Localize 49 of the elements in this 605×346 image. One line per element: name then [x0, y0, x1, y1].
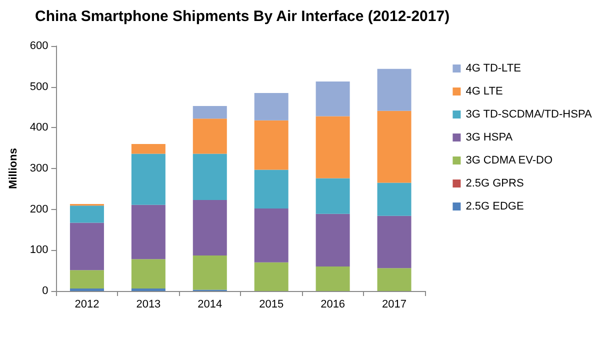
y-tick-label: 300 [30, 162, 48, 174]
bar [316, 82, 350, 116]
bar [70, 206, 104, 223]
bar [192, 200, 227, 256]
y-tick-label: 500 [30, 80, 48, 93]
bar [254, 170, 288, 209]
bar [192, 106, 227, 119]
bar [316, 178, 350, 214]
bar [316, 214, 350, 266]
y-tick-label: 100 [30, 244, 48, 256]
x-tick-label: 2015 [259, 298, 284, 310]
bar [70, 270, 104, 289]
legend-label: 3G CDMA EV-DO [466, 154, 553, 166]
bar [131, 259, 166, 289]
y-tick-label: 600 [30, 40, 48, 52]
bar [131, 154, 166, 205]
bar [131, 204, 166, 260]
x-tick-label: 2016 [320, 298, 346, 310]
bar [254, 92, 288, 120]
legend-label: 2.5G GPRS [466, 178, 524, 190]
bar [192, 255, 227, 290]
bar [377, 182, 412, 216]
bar [377, 216, 412, 268]
bar [377, 68, 412, 111]
legend-label: 3G TD-SCDMA/TD-HSPA [466, 108, 592, 120]
bar [192, 154, 227, 200]
bar [316, 116, 350, 178]
chart-title: China Smartphone Shipments By Air Interface (2012-2017) [35, 8, 450, 25]
legend-label: 4G LTE [466, 86, 503, 98]
x-tick-label: 2012 [74, 298, 100, 310]
legend-label: 3G HSPA [466, 132, 514, 144]
bar [192, 118, 227, 154]
bar [316, 266, 350, 291]
legend-label: 4G TD-LTE [466, 62, 521, 74]
legend-label: 2.5G EDGE [466, 200, 524, 212]
y-axis-title: Millions [8, 148, 20, 189]
x-tick-label: 2017 [382, 298, 407, 310]
x-tick-label: 2013 [136, 298, 161, 310]
bar [70, 222, 104, 270]
y-tick-label: 0 [42, 285, 48, 297]
bar [131, 144, 166, 154]
y-tick-label: 200 [30, 203, 48, 216]
bar [254, 262, 288, 291]
bar [377, 110, 412, 183]
x-tick-label: 2014 [198, 298, 222, 310]
bar [254, 120, 288, 170]
y-tick-label: 400 [30, 122, 48, 134]
bar [377, 268, 412, 291]
bar [254, 208, 288, 262]
